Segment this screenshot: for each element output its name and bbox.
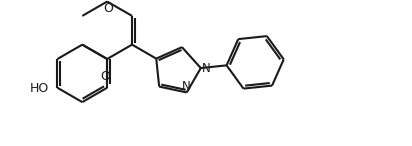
Text: N: N (201, 62, 211, 75)
Text: O: O (103, 2, 113, 15)
Text: O: O (100, 71, 110, 84)
Text: HO: HO (29, 82, 49, 95)
Text: N: N (183, 80, 191, 93)
